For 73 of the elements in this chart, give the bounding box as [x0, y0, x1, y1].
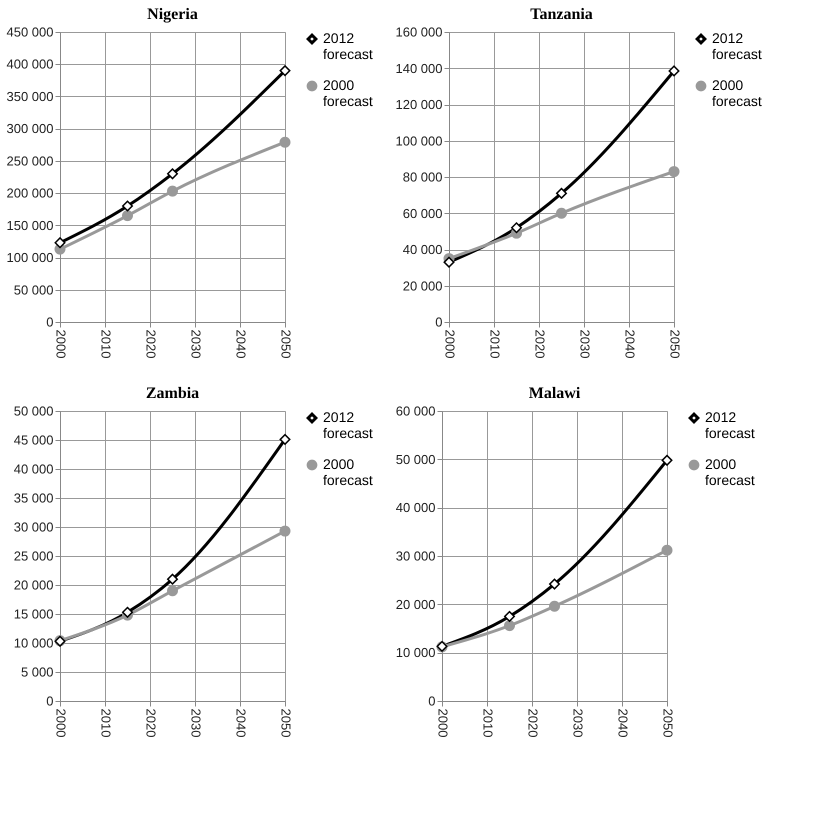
y-tick-label: 25 000 — [14, 548, 54, 564]
x-tick-label: 2020 — [144, 330, 158, 358]
y-tick-label: 30 000 — [14, 520, 54, 534]
y-tick-label: 140 000 — [396, 60, 442, 76]
x-tick-label: 2050 — [278, 330, 294, 358]
y-tick-label: 40 000 — [402, 242, 442, 257]
y-tick-label: 250 000 — [6, 153, 54, 168]
y-tick-label: 350 000 — [6, 88, 54, 104]
x-tick-label: 2050 — [660, 708, 676, 738]
chart-title: Malawi — [528, 385, 581, 402]
x-tick-label: 2040 — [622, 330, 638, 358]
x-tick-label: 2000 — [436, 708, 450, 738]
y-tick-label: 80 000 — [402, 170, 442, 184]
y-tick-label: 300 000 — [6, 121, 54, 136]
y-tick-label: 35 000 — [14, 490, 54, 506]
legend-label: 2012 forecast — [323, 30, 373, 62]
x-tick-label: 2050 — [668, 330, 682, 358]
y-tick-label: 20 000 — [396, 596, 436, 612]
x-tick-label: 2000 — [442, 330, 458, 358]
legend-label: 2000 forecast — [323, 77, 373, 109]
x-tick-label: 2040 — [234, 330, 248, 358]
y-tick-label: 50 000 — [14, 282, 54, 298]
x-tick-label: 2040 — [616, 708, 630, 738]
y-tick-label: 60 000 — [396, 404, 436, 418]
x-tick-label: 2030 — [578, 330, 592, 358]
chart-title: Zambia — [146, 385, 200, 402]
y-tick-label: 100 000 — [396, 133, 442, 148]
legend-label: 2000 forecast — [705, 456, 755, 488]
x-tick-label: 2010 — [98, 708, 114, 738]
legend-label: 2012 forecast — [705, 409, 755, 441]
y-tick-label: 100 000 — [6, 250, 54, 266]
legend-label: 2012 forecast — [712, 30, 762, 62]
y-tick-label: 15 000 — [14, 606, 54, 622]
y-tick-label: 400 000 — [6, 56, 54, 72]
x-tick-label: 2000 — [54, 708, 68, 738]
x-tick-label: 2050 — [278, 708, 294, 738]
x-tick-label: 2000 — [54, 330, 68, 358]
y-tick-label: 20 000 — [14, 578, 54, 592]
y-tick-label: 30 000 — [396, 548, 436, 564]
y-tick-label: 50 000 — [14, 404, 54, 418]
y-tick-label: 0 — [46, 314, 54, 330]
x-tick-label: 2020 — [532, 330, 548, 358]
y-tick-label: 40 000 — [14, 462, 54, 476]
y-tick-label: 200 000 — [6, 186, 54, 201]
y-tick-label: 150 000 — [6, 218, 54, 233]
legend-label: 2000 forecast — [712, 77, 762, 109]
legend-label: 2012 forecast — [323, 409, 373, 441]
y-tick-label: 10 000 — [396, 645, 436, 660]
y-tick-label: 0 — [46, 694, 54, 708]
y-tick-label: 120 000 — [396, 97, 442, 112]
y-tick-label: 40 000 — [396, 500, 436, 516]
chart-title: Tanzania — [530, 6, 593, 23]
y-tick-label: 20 000 — [402, 278, 442, 294]
y-tick-label: 0 — [435, 314, 442, 330]
x-tick-label: 2020 — [144, 708, 158, 738]
x-tick-label: 2030 — [570, 708, 586, 738]
y-tick-label: 10 000 — [14, 636, 54, 650]
y-tick-label: 50 000 — [396, 452, 436, 467]
x-tick-label: 2020 — [526, 708, 540, 738]
x-tick-label: 2030 — [188, 330, 204, 358]
y-tick-label: 450 000 — [6, 24, 54, 40]
x-tick-label: 2010 — [488, 330, 502, 358]
y-tick-label: 60 000 — [402, 206, 442, 221]
y-tick-label: 160 000 — [396, 24, 442, 40]
y-tick-label: 0 — [428, 694, 436, 708]
x-tick-label: 2010 — [98, 330, 114, 358]
chart-title: Nigeria — [147, 6, 198, 23]
x-tick-label: 2040 — [234, 708, 248, 738]
x-tick-label: 2030 — [188, 708, 204, 738]
legend-label: 2000 forecast — [323, 456, 373, 488]
y-tick-label: 45 000 — [14, 432, 54, 448]
y-tick-label: 5 000 — [20, 664, 54, 680]
x-tick-label: 2010 — [480, 708, 496, 738]
